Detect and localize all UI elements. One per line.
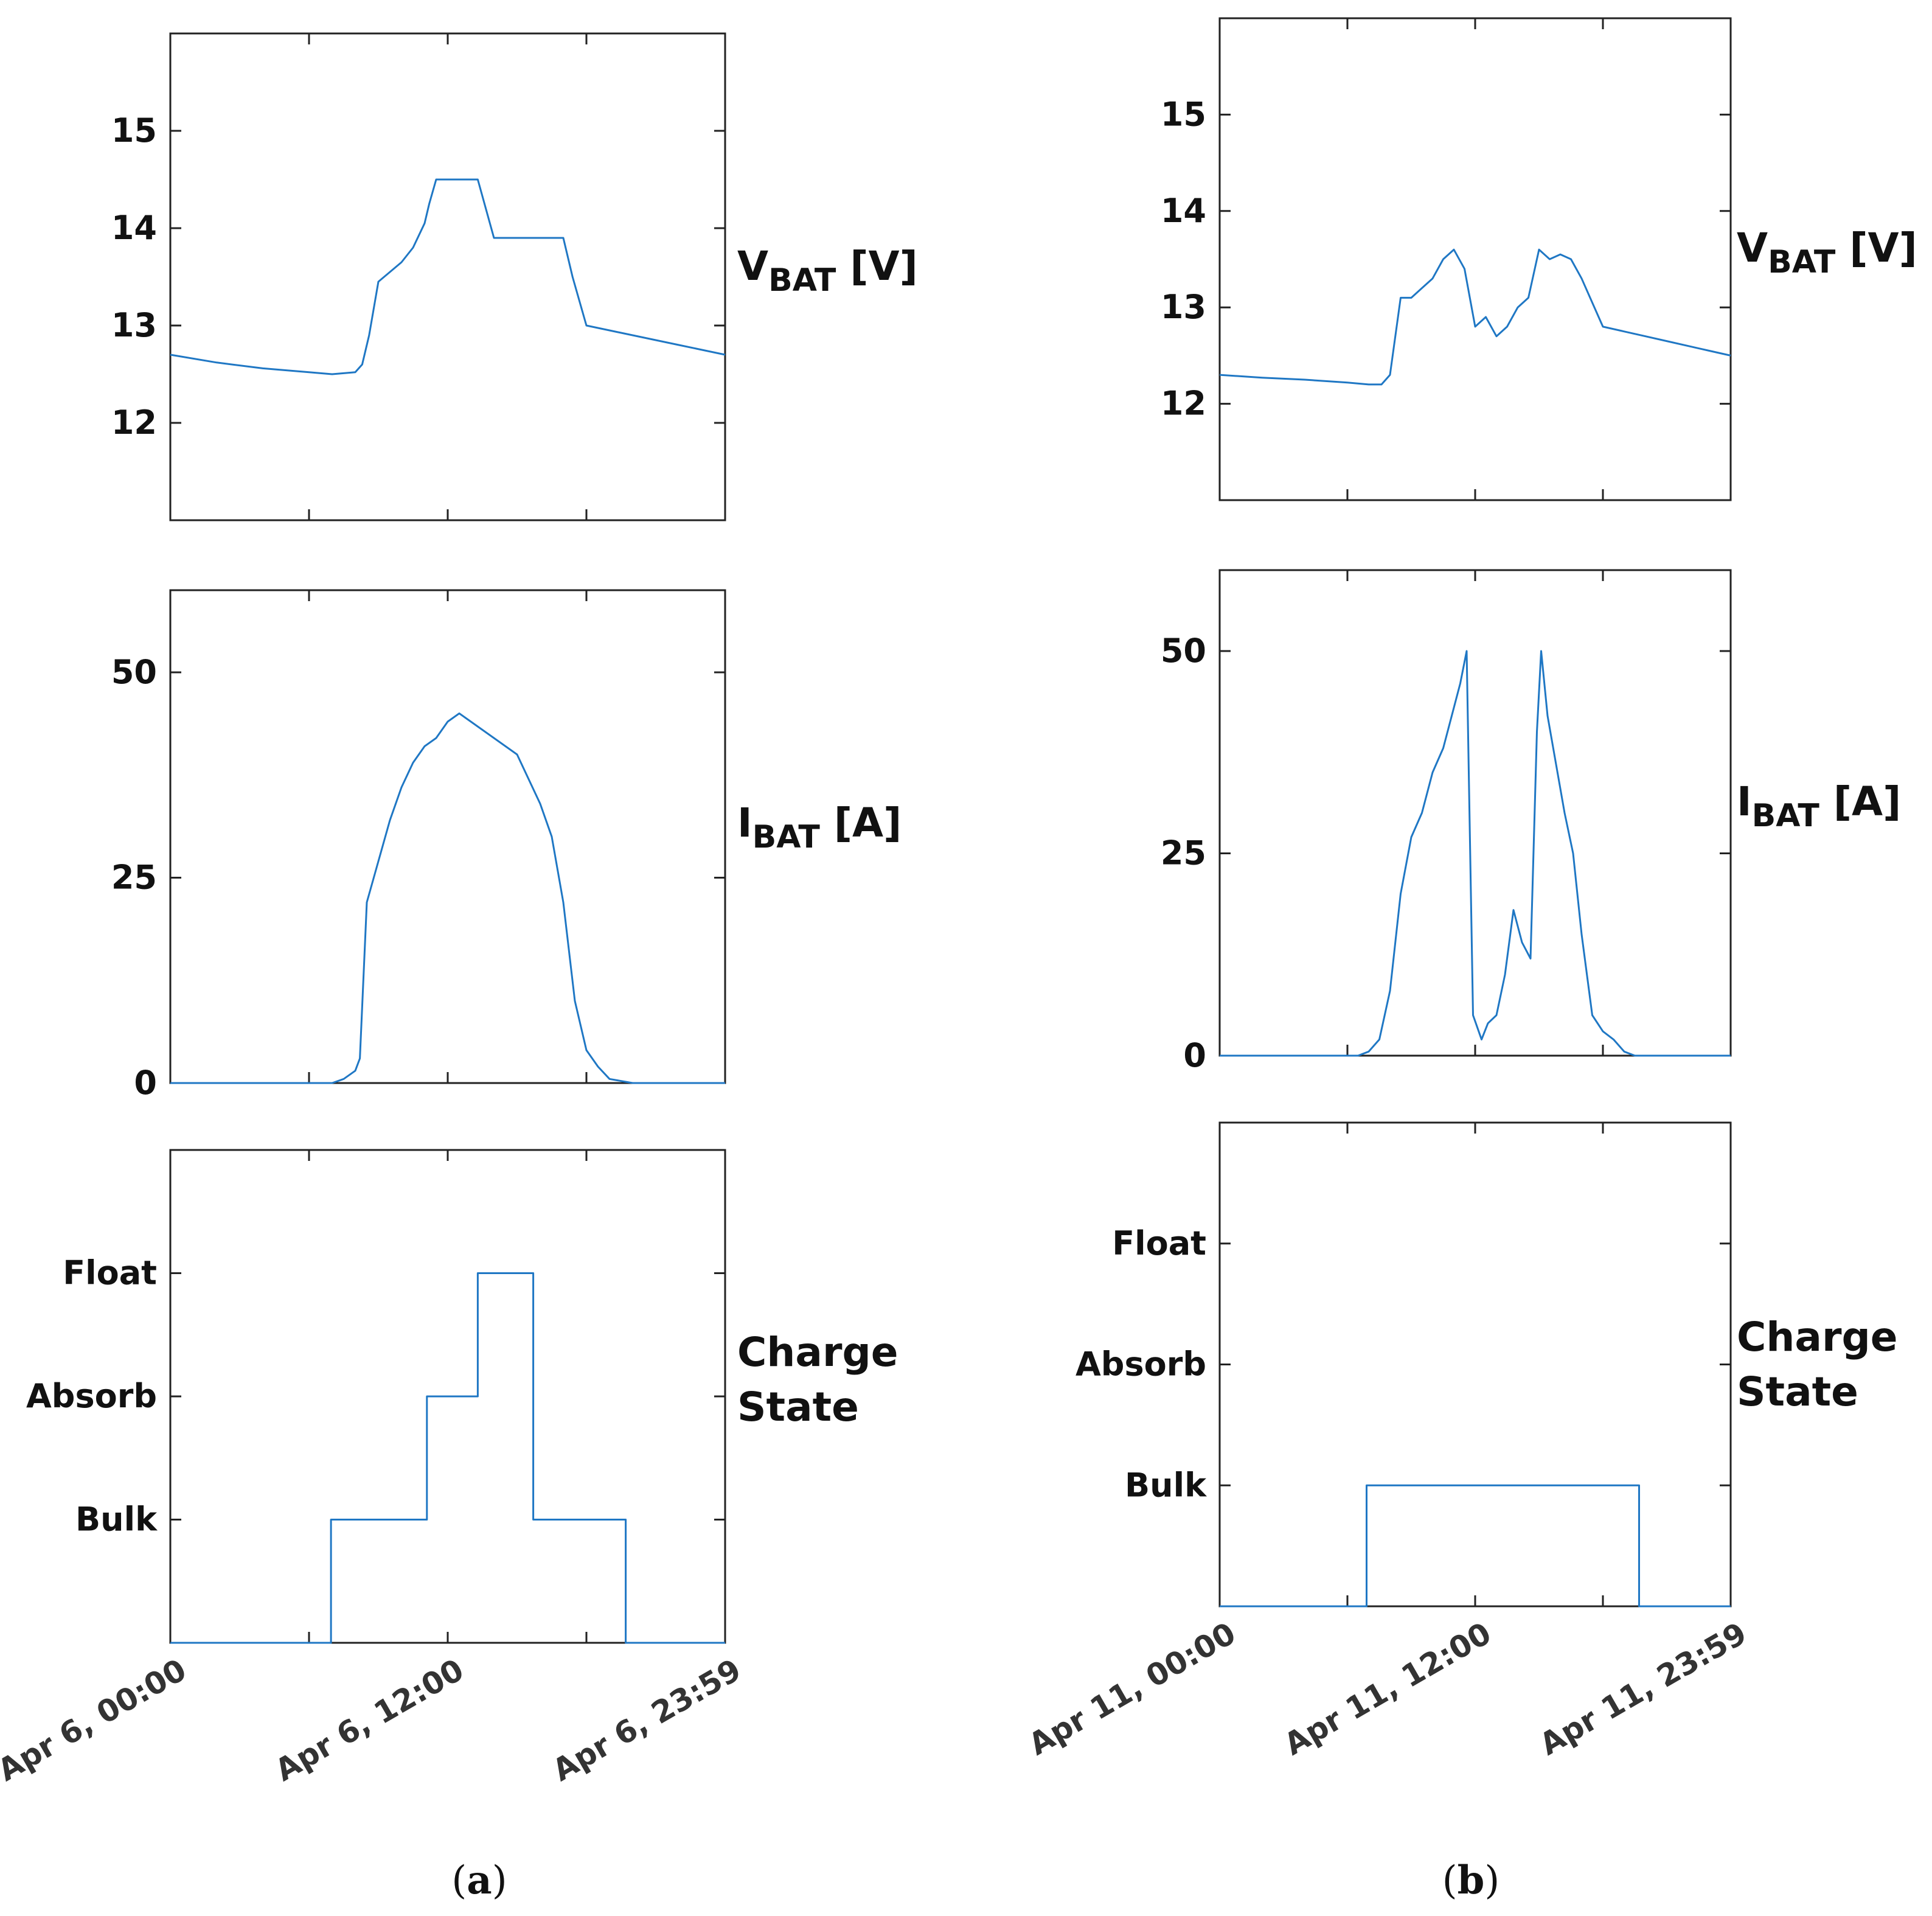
y-tick-label: Float xyxy=(1112,1224,1206,1263)
axes-frame xyxy=(1218,1121,1732,1608)
y-tick-label: 0 xyxy=(134,1064,157,1102)
x-tick-label: Apr 6, 12:00 xyxy=(269,1652,470,1788)
y-tick-label: 0 xyxy=(1183,1036,1206,1075)
chart-b-4: 0 25 50 xyxy=(1161,569,1732,1075)
ylabel-ibat-b: IBAT [A] xyxy=(1737,778,1901,834)
y-tick-label: 15 xyxy=(111,111,157,150)
series-line xyxy=(1220,1484,1731,1608)
y-tick-label: 25 xyxy=(111,859,157,897)
ylabel-ibat-a: IBAT [A] xyxy=(737,799,902,855)
chart-a-2: Bulk Absorb Float Apr 6, 00:00 Apr 6, 12:00 A… xyxy=(0,1149,747,1788)
y-tick-label: 50 xyxy=(1161,632,1206,670)
axes-frame xyxy=(169,589,726,1084)
ylabel-charge-state-b-line2: State xyxy=(1737,1368,1858,1415)
y-tick-label: Bulk xyxy=(1125,1466,1207,1504)
ylabel-charge-state-a-line2: State xyxy=(737,1384,859,1430)
y-tick-label: 12 xyxy=(1161,385,1206,423)
y-tick-label: Absorb xyxy=(1075,1345,1206,1384)
y-tick-label: 50 xyxy=(111,653,157,691)
y-tick-label: Float xyxy=(63,1254,157,1292)
series-line xyxy=(170,178,726,375)
series-line xyxy=(170,712,725,1084)
panel-caption-b: (b) xyxy=(1442,1858,1500,1903)
axes-frame xyxy=(1218,17,1732,501)
axes-frame xyxy=(169,32,726,521)
chart-a-1: 0 25 50 xyxy=(111,589,726,1102)
chart-b-5: Bulk Absorb Float Apr 11, 00:00 Apr 11, 12:0… xyxy=(1023,1121,1753,1762)
x-tick-label: Apr 11, 12:00 xyxy=(1278,1615,1497,1762)
ylabel-vbat-a: VBAT [V] xyxy=(737,243,918,299)
y-tick-label: 14 xyxy=(1161,192,1206,230)
chart-a-0: 12 13 14 15 xyxy=(111,32,726,521)
y-tick-label: Bulk xyxy=(75,1500,158,1539)
y-tick-label: 13 xyxy=(1161,288,1206,326)
series-line xyxy=(1220,650,1731,1057)
x-tick-label: Apr 11, 00:00 xyxy=(1023,1615,1242,1762)
y-tick-label: 15 xyxy=(1161,95,1206,133)
ylabel-charge-state-b-line1: Charge xyxy=(1737,1314,1898,1360)
x-tick-label: Apr 6, 23:59 xyxy=(547,1652,747,1788)
axes-frame xyxy=(1218,569,1732,1057)
ylabel-vbat-b: VBAT [V] xyxy=(1737,225,1917,280)
y-tick-label: 13 xyxy=(111,306,157,344)
x-tick-label: Apr 11, 23:59 xyxy=(1534,1615,1753,1762)
y-tick-label: 12 xyxy=(111,403,157,442)
y-tick-label: 25 xyxy=(1161,834,1206,873)
y-tick-label: Absorb xyxy=(26,1377,157,1415)
x-tick-label: Apr 6, 00:00 xyxy=(0,1652,192,1788)
panel-caption-a: (a) xyxy=(451,1858,507,1903)
series-line xyxy=(1219,248,1731,386)
series-line xyxy=(170,1272,725,1644)
chart-b-3: 12 13 14 15 xyxy=(1161,17,1732,501)
ylabel-charge-state-a-line1: Charge xyxy=(737,1329,898,1376)
y-tick-label: 14 xyxy=(111,209,157,247)
